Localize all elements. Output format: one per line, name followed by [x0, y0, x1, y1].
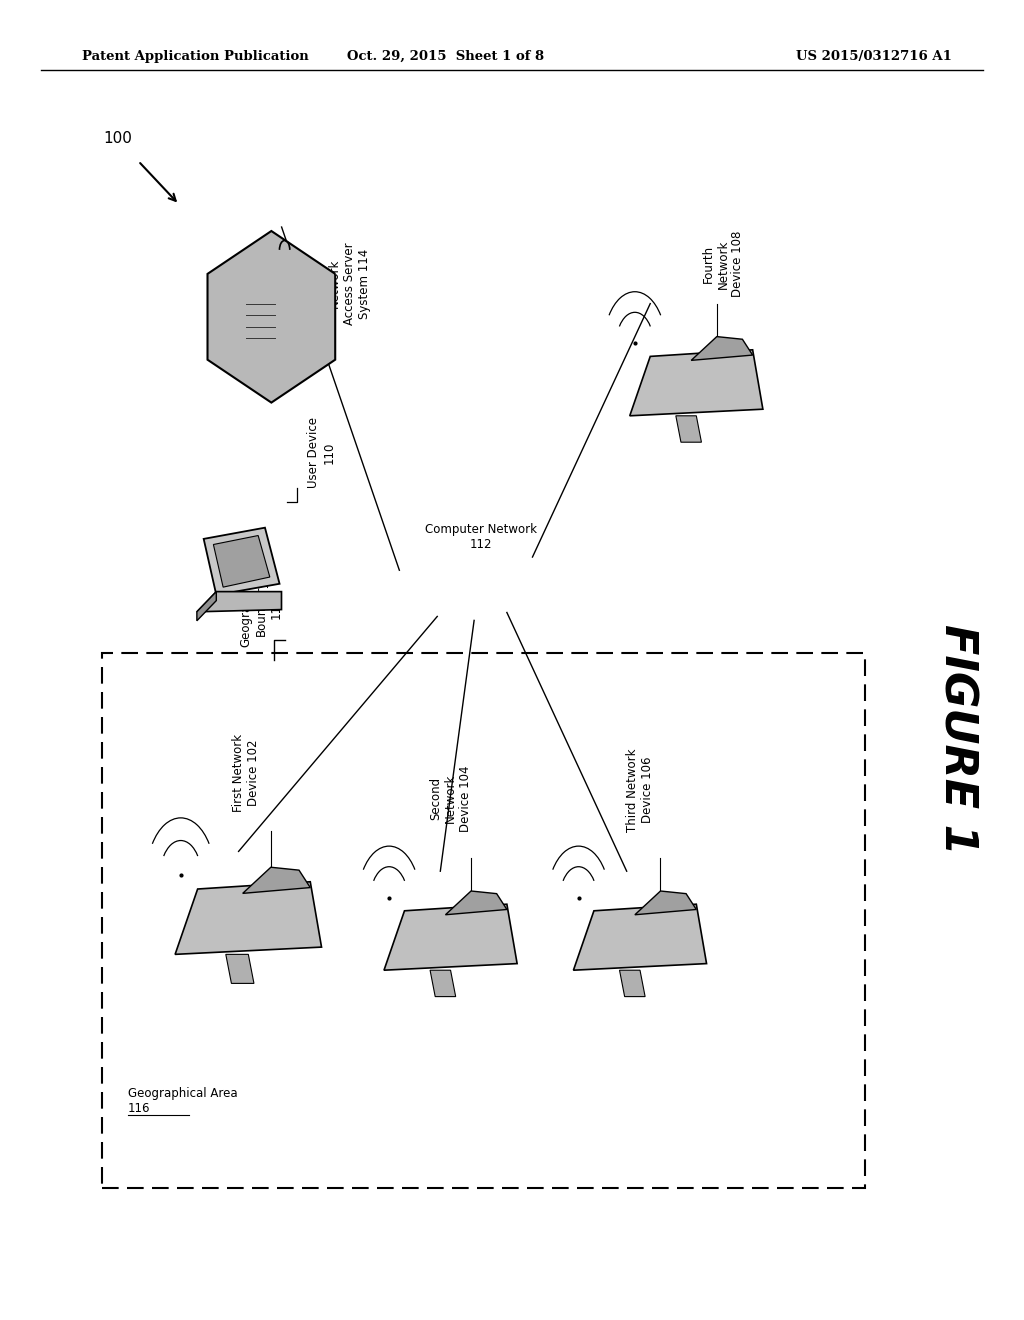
Text: Fourth
Network
Device 108: Fourth Network Device 108 — [701, 231, 744, 297]
Polygon shape — [573, 904, 707, 970]
Polygon shape — [225, 954, 254, 983]
Polygon shape — [208, 231, 335, 403]
Polygon shape — [197, 591, 282, 611]
Polygon shape — [635, 891, 696, 915]
Polygon shape — [213, 536, 269, 587]
Text: FIGURE 1: FIGURE 1 — [936, 624, 979, 854]
Polygon shape — [384, 904, 517, 970]
Polygon shape — [620, 970, 645, 997]
Polygon shape — [175, 882, 322, 954]
Text: Third Network
Device 106: Third Network Device 106 — [626, 748, 654, 832]
Polygon shape — [676, 416, 701, 442]
Text: Oct. 29, 2015  Sheet 1 of 8: Oct. 29, 2015 Sheet 1 of 8 — [347, 50, 544, 63]
Text: Patent Application Publication: Patent Application Publication — [82, 50, 308, 63]
Polygon shape — [204, 528, 280, 595]
Polygon shape — [430, 970, 456, 997]
Polygon shape — [243, 867, 310, 894]
Text: User Device
110: User Device 110 — [307, 417, 335, 488]
Text: Geographical Area
116: Geographical Area 116 — [128, 1088, 238, 1115]
Text: 100: 100 — [103, 131, 132, 147]
Polygon shape — [630, 350, 763, 416]
Bar — [102, 653, 865, 1188]
Text: Geographical
Boundary
118: Geographical Boundary 118 — [240, 568, 283, 647]
Polygon shape — [445, 891, 507, 915]
Polygon shape — [197, 591, 216, 620]
Text: Network
Access Server
System 114: Network Access Server System 114 — [328, 243, 371, 325]
Text: US 2015/0312716 A1: US 2015/0312716 A1 — [797, 50, 952, 63]
Text: Computer Network
112: Computer Network 112 — [425, 523, 538, 552]
Text: First Network
Device 102: First Network Device 102 — [231, 734, 260, 812]
Text: Second
Network
Device 104: Second Network Device 104 — [429, 766, 472, 832]
Circle shape — [436, 494, 504, 581]
Polygon shape — [691, 337, 753, 360]
